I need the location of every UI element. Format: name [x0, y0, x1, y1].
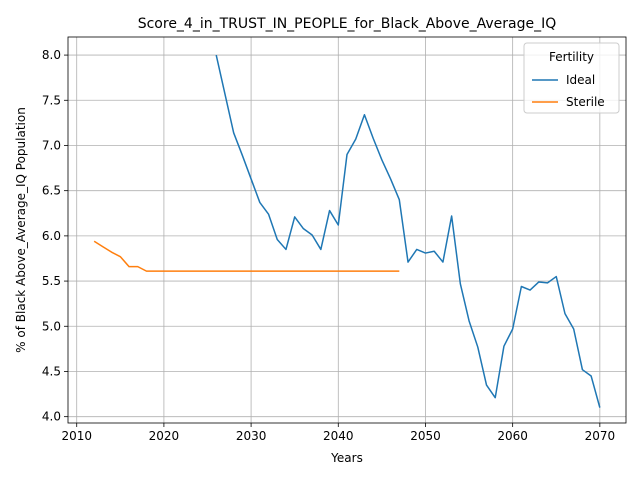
legend-label-sterile: Sterile: [566, 95, 605, 109]
x-tick-label: 2020: [149, 429, 180, 443]
chart-title: Score_4_in_TRUST_IN_PEOPLE_for_Black_Abo…: [138, 16, 557, 32]
x-tick-label: 2010: [61, 429, 92, 443]
y-tick-label: 4.5: [42, 364, 61, 378]
grid-lines: [68, 37, 626, 423]
legend-title: Fertility: [549, 50, 594, 64]
y-tick-label: 5.0: [42, 319, 61, 333]
x-tick-label: 2040: [323, 429, 354, 443]
y-tick-label: 6.5: [42, 184, 61, 198]
plot-frame: [67, 36, 627, 424]
y-tick-label: 8.0: [42, 48, 61, 62]
y-tick-label: 7.5: [42, 93, 61, 107]
series-line-sterile: [93, 240, 400, 272]
y-axis-label: % of Black Above_Average_IQ Population: [14, 107, 28, 353]
legend-entries: Ideal Sterile: [532, 73, 605, 109]
x-tick-label: 2060: [497, 429, 528, 443]
legend: Fertility Ideal Sterile: [523, 42, 620, 114]
x-tick-label: 2070: [585, 429, 616, 443]
x-axis-label: Years: [330, 451, 363, 465]
legend-box: [523, 42, 620, 114]
y-tick-label: 5.5: [42, 274, 61, 288]
axis-ticks: 2010 2020 2030 2040 2050 2060 2070 4.0 4.5 5.0 5.5…: [42, 48, 615, 443]
y-tick-label: 6.0: [42, 229, 61, 243]
y-tick-label: 7.0: [42, 138, 61, 152]
legend-label-ideal: Ideal: [566, 73, 595, 87]
series-line-ideal: [215, 54, 601, 408]
y-tick-label: 4.0: [42, 410, 61, 424]
x-tick-label: 2050: [410, 429, 441, 443]
series-lines: [93, 54, 601, 408]
x-tick-label: 2030: [236, 429, 267, 443]
